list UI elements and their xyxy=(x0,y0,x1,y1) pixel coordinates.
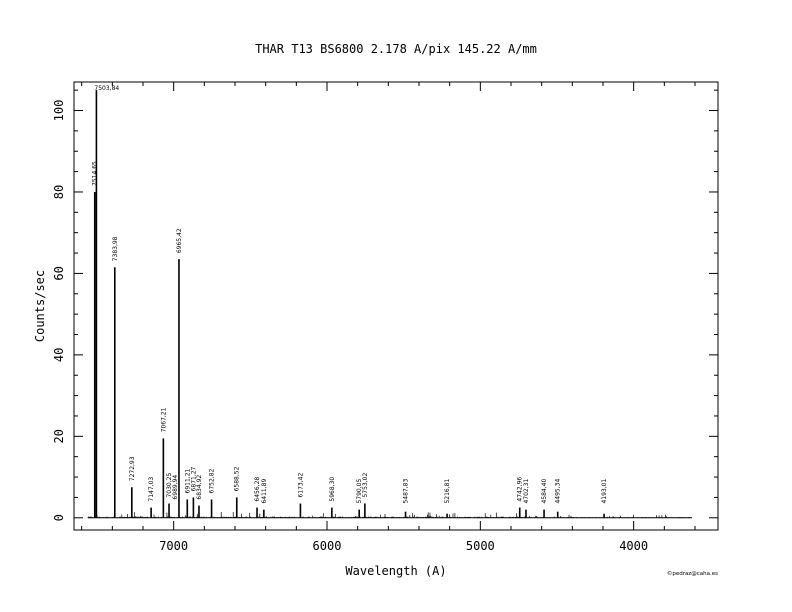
plot-frame xyxy=(73,81,719,531)
line-annotation: 6588,52 xyxy=(234,466,241,491)
line-annotation: 5487,83 xyxy=(403,479,410,504)
line-annotation: 7272,93 xyxy=(129,456,136,481)
x-tick-label: 5000 xyxy=(466,539,495,553)
x-tick-labels: 7000 6000 5000 4000 xyxy=(159,539,648,553)
y-tick-labels: 0 20 40 60 80 100 xyxy=(52,100,66,522)
line-annotation: 5216,81 xyxy=(444,479,451,504)
line-annotation: 6871,27 xyxy=(190,466,197,491)
y-tick-label: 0 xyxy=(52,514,66,521)
line-annotation: 7514,65 xyxy=(92,161,99,186)
line-annotation: 7030,25 xyxy=(166,473,173,498)
credit-label: ©pedraz@caha.es xyxy=(667,570,718,577)
line-annotation: 6456,28 xyxy=(254,477,261,502)
y-axis-label: Counts/sec xyxy=(33,270,47,342)
axis-ticks xyxy=(74,82,718,530)
line-annotation: 4584,40 xyxy=(541,479,548,504)
chart-title: THAR T13 BS6800 2.178 A/pix 145.22 A/mm xyxy=(255,42,537,56)
x-axis-label: Wavelength (A) xyxy=(345,564,446,578)
line-annotation: 7383,98 xyxy=(112,236,119,261)
emission-lines xyxy=(93,90,605,518)
line-annotation: 6173,42 xyxy=(297,473,304,498)
line-annotation: 6965,42 xyxy=(176,228,183,253)
line-annotation: 4702,31 xyxy=(523,479,530,504)
line-annotation: 5790,05 xyxy=(356,479,363,504)
y-tick-label: 20 xyxy=(52,429,66,443)
line-annotation: 6411,89 xyxy=(261,479,268,504)
y-tick-label: 100 xyxy=(52,100,66,122)
x-tick-label: 6000 xyxy=(313,539,342,553)
line-annotation: 7147,03 xyxy=(148,477,155,502)
x-tick-label: 4000 xyxy=(619,539,648,553)
line-annotation: 6834,92 xyxy=(196,475,203,500)
line-annotation: 4193,01 xyxy=(601,479,608,504)
y-tick-label: 40 xyxy=(52,348,66,362)
line-annotation: 4495,34 xyxy=(555,479,562,504)
x-tick-label: 7000 xyxy=(159,539,188,553)
line-annotation: 5753,02 xyxy=(362,473,369,498)
line-annotations: 7503,84 7514,65 7383,98 6965,42 7067,21 7272,… xyxy=(92,85,608,504)
line-annotation: 6911,21 xyxy=(184,468,191,493)
line-annotation: 6989,94 xyxy=(172,475,179,500)
line-annotation: 4742,96 xyxy=(517,477,524,502)
line-annotation: 7503,84 xyxy=(94,85,119,92)
y-tick-label: 80 xyxy=(52,185,66,199)
line-annotation: 5968,30 xyxy=(329,477,336,502)
line-annotation: 6752,82 xyxy=(209,468,216,493)
line-annotation: 7067,21 xyxy=(160,407,167,432)
y-tick-label: 60 xyxy=(52,266,66,280)
